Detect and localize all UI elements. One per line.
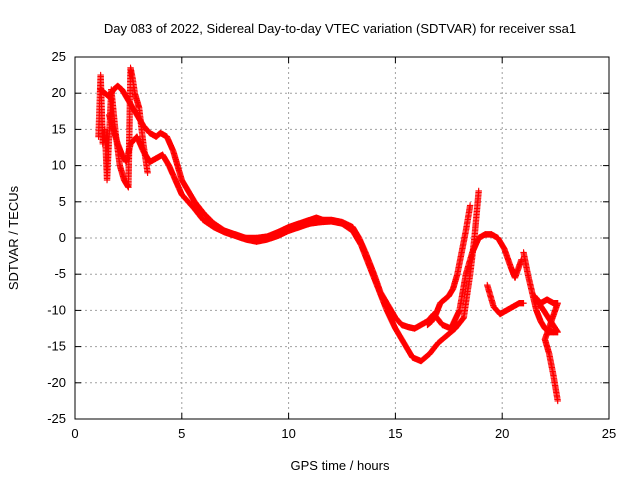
y-tick-label: 0 (59, 230, 66, 245)
series-early-spikes (95, 64, 151, 191)
x-tick-label: 20 (495, 426, 509, 441)
y-tick-label: -10 (47, 302, 66, 317)
series-tail-trace (520, 249, 561, 405)
y-tick-label: -5 (54, 266, 66, 281)
series-branch-a (424, 202, 474, 329)
series-trace-branch-a (424, 203, 474, 328)
y-axis-label: SDTVAR / TECUs (6, 185, 21, 290)
y-tick-label: 20 (52, 85, 66, 100)
series-branch-b (484, 281, 527, 318)
x-tick-label: 10 (281, 426, 295, 441)
x-tick-label: 5 (178, 426, 185, 441)
x-tick-label: 0 (71, 426, 78, 441)
grid-layer (75, 57, 609, 419)
y-tick-label: 25 (52, 49, 66, 64)
y-tick-label: 15 (52, 121, 66, 136)
x-axis-label: GPS time / hours (291, 458, 390, 473)
data-layer (95, 64, 561, 405)
series-trace-branch-b (484, 283, 527, 317)
series-trace-tail-trace (520, 250, 561, 403)
series-trace-early-spikes (95, 66, 151, 190)
chart-title: Day 083 of 2022, Sidereal Day-to-day VTE… (104, 21, 576, 36)
tick-layer: 0 5 10 15 20 25 -25 -20 -15 -10 -5 0 5 10 15 20 25 (47, 49, 616, 441)
series-main-trace (97, 82, 525, 332)
y-tick-label: 10 (52, 158, 66, 173)
y-tick-label: 5 (59, 194, 66, 209)
y-tick-label: -20 (47, 375, 66, 390)
x-tick-label: 15 (388, 426, 402, 441)
y-tick-label: -25 (47, 411, 66, 426)
series-trace-main-trace (98, 83, 525, 332)
x-tick-label: 25 (602, 426, 616, 441)
y-tick-label: -15 (47, 339, 66, 354)
